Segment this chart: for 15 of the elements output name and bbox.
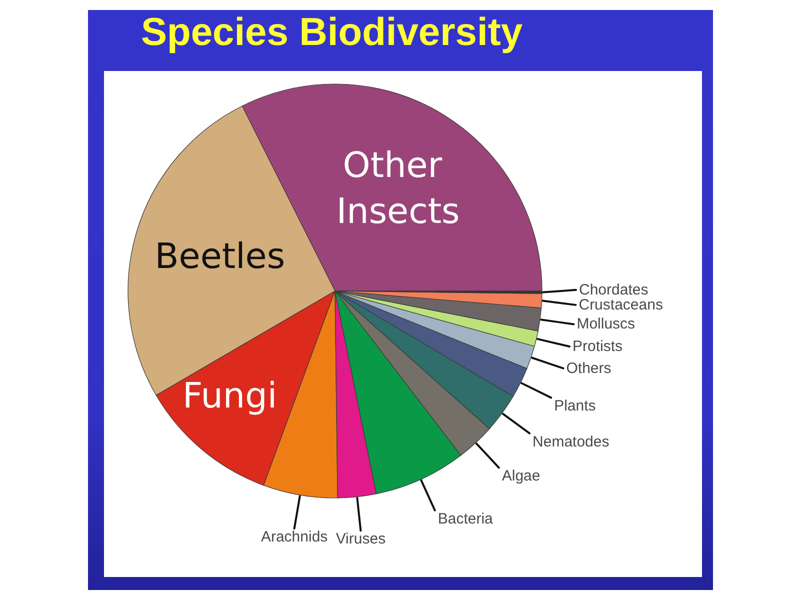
slice-label: Chordates xyxy=(578,281,648,298)
slice-label: Viruses xyxy=(336,530,386,548)
slice-label: Fungi xyxy=(182,376,278,417)
slice-label: Arachnids xyxy=(260,528,328,546)
slice-label: Bacteria xyxy=(438,510,494,528)
slice-label: Crustaceans xyxy=(578,296,663,314)
slice-label: Plants xyxy=(554,398,596,415)
slice-label: Beetles xyxy=(154,236,286,277)
slice-label: Protists xyxy=(572,338,623,356)
slice-label: Molluscs xyxy=(576,316,636,333)
slice-label: Nematodes xyxy=(532,433,610,450)
slice-label: Others xyxy=(566,360,612,377)
slice-label: Other Insects xyxy=(336,146,460,232)
slice-label: Algae xyxy=(502,468,540,485)
chart-title: Species Biodiversity xyxy=(141,11,523,54)
